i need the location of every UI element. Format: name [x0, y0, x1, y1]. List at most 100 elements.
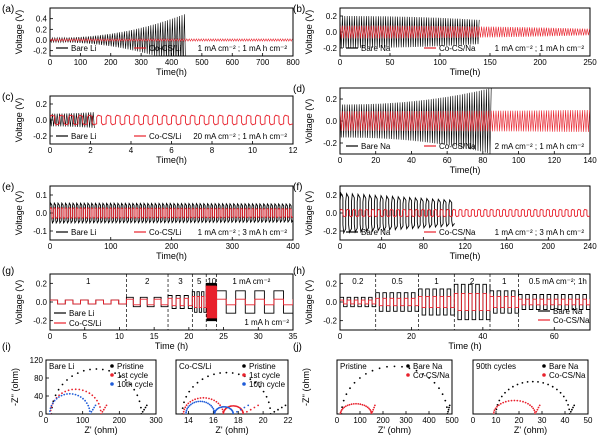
x-axis-title: Time (h) — [155, 341, 188, 351]
impedance-point — [203, 401, 206, 403]
impedance-point — [97, 402, 100, 405]
x-tick-label: 2 — [88, 146, 93, 155]
impedance-point — [496, 405, 498, 408]
impedance-point — [119, 375, 122, 377]
impedance-point — [186, 407, 189, 410]
y-tick-label: 0.0 — [326, 28, 338, 37]
panel-letter: (c) — [2, 92, 14, 103]
x-tick-label: 20 — [184, 332, 193, 341]
impedance-point — [99, 409, 102, 412]
series-line-0 — [50, 112, 95, 129]
y-tick-label: 0.0 — [36, 209, 48, 218]
impedance-point — [341, 406, 343, 409]
impedance-point — [145, 404, 148, 407]
x-tick-label: 500 — [445, 416, 459, 425]
impedance-point — [199, 400, 202, 403]
plot-area — [50, 14, 293, 56]
impedance-point — [441, 393, 444, 396]
impedance-point — [193, 401, 196, 404]
impedance-point — [257, 404, 259, 407]
impedance-point — [49, 407, 52, 410]
impedance-point — [207, 402, 209, 405]
x-tick-label: 40 — [478, 332, 487, 341]
impedance-point — [365, 373, 367, 375]
impedance-point — [195, 401, 198, 403]
impedance-point — [90, 410, 93, 413]
x-tick-label: 0 — [335, 416, 340, 425]
impedance-point — [361, 403, 364, 406]
impedance-point — [185, 413, 187, 414]
impedance-point — [77, 394, 80, 397]
impedance-point — [94, 404, 97, 407]
legend-marker — [406, 373, 410, 377]
impedance-point — [556, 388, 558, 391]
impedance-point — [536, 408, 539, 411]
y-tick-label: 0.0 — [326, 298, 338, 307]
legend-label: Co-CS/Na — [553, 316, 590, 325]
impedance-point — [371, 369, 374, 372]
y-tick-label: -0.2 — [33, 317, 47, 326]
x-tick-label: 100 — [353, 416, 367, 425]
impedance-point — [231, 372, 234, 374]
impedance-point — [50, 406, 53, 408]
impedance-point — [84, 399, 86, 402]
panel-a: (a) 0 100 200 300 400 500 600 700 800 -0.2 0.0 0.20.… — [2, 4, 300, 77]
x-tick-label: 0 — [338, 242, 343, 251]
impedance-point — [344, 405, 347, 408]
impedance-point — [105, 404, 108, 407]
impedance-point — [448, 406, 450, 409]
impedance-point — [187, 406, 190, 409]
impedance-point — [49, 410, 51, 412]
impedance-point — [408, 367, 411, 370]
impedance-point — [537, 381, 539, 383]
impedance-point — [393, 365, 396, 368]
impedance-point — [573, 404, 576, 407]
x-tick-label: 300 — [226, 242, 240, 251]
impedance-point — [196, 397, 199, 400]
y-tick-label: 80 — [34, 374, 43, 383]
x-tick-label: 120 — [548, 156, 562, 165]
x-tick-label: 500 — [195, 58, 209, 67]
x-tick-label: 140 — [583, 156, 597, 165]
impedance-point — [346, 404, 349, 407]
impedance-point — [538, 404, 541, 407]
x-tick-label: 40 — [407, 156, 416, 165]
y-tick-label: 0.2 — [326, 279, 338, 288]
impedance-point — [547, 383, 549, 386]
impedance-point — [497, 404, 500, 407]
y-axis-title: -Z'' (ohm) — [301, 368, 311, 406]
x-tick-label: 60 — [443, 156, 452, 165]
test-condition: 1 mA cm⁻² ; 1 mA h cm⁻² — [198, 44, 288, 53]
impedance-point — [87, 404, 90, 407]
impedance-point — [210, 404, 213, 407]
panel-e: (e) 0 100 200 300 400 -0.1 0.0 0.1 Time(h) Voltage… — [2, 182, 300, 261]
x-tick-label: 22 — [284, 416, 293, 425]
impedance-point — [208, 397, 210, 400]
impedance-point — [79, 396, 82, 398]
impedance-point — [504, 400, 507, 403]
impedance-point — [52, 402, 54, 404]
legend-label: 1st cycle — [117, 371, 149, 380]
impedance-point — [181, 407, 184, 409]
legend-label: 10th cycle — [249, 380, 286, 389]
panel-title: Co-CS/Li — [179, 362, 212, 371]
impedance-point — [342, 399, 345, 402]
impedance-point — [100, 413, 102, 414]
impedance-point — [183, 401, 185, 404]
impedance-point — [141, 410, 144, 413]
test-condition: 1 mA cm⁻² ; 1 mA h cm⁻² — [495, 44, 585, 53]
impedance-point — [93, 396, 96, 399]
y-tick-label: 0.0 — [326, 209, 338, 218]
impedance-point — [60, 394, 63, 397]
legend-marker — [242, 382, 246, 386]
plot-area — [492, 380, 576, 414]
impedance-point — [78, 388, 81, 391]
series-line-1 — [340, 109, 590, 133]
x-tick-label: 4 — [129, 146, 134, 155]
impedance-point — [229, 405, 232, 408]
impedance-point — [368, 407, 370, 410]
impedance-point — [232, 413, 235, 414]
impedance-point — [205, 397, 208, 399]
legend-label: Co-CS/Li — [149, 228, 182, 237]
